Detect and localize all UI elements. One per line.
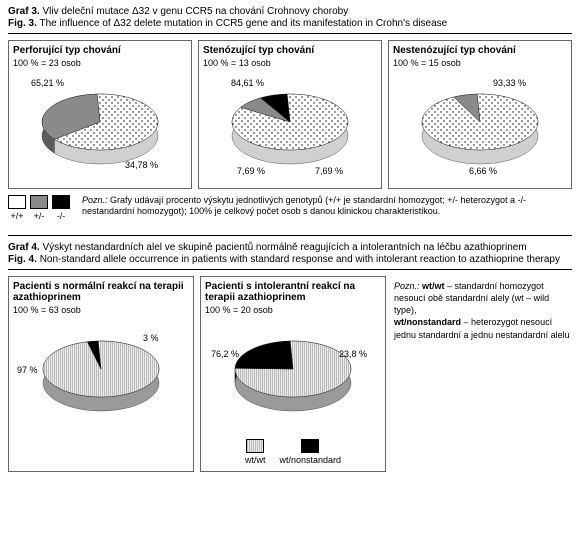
pie-chart: 84,61 % 7,69 % 7,69 %	[203, 72, 377, 182]
chart-title: Pacienti s intolerantní reakcí na terapi…	[205, 281, 381, 303]
pie-chart: 65,21 % 34,78 %	[13, 72, 187, 182]
pct-label: 97 %	[17, 365, 38, 375]
fig3-charts: Perforující typ chování 100 % = 23 osob …	[8, 40, 572, 189]
fig3-note: Pozn.: Grafy udávají procento výskytu je…	[82, 195, 572, 218]
swatch-label: wt/wt	[245, 455, 266, 465]
fig4-note: Pozn.: wt/wt – standardní homozygot neso…	[392, 276, 572, 472]
fig3-chart-0: Perforující typ chování 100 % = 23 osob …	[8, 40, 192, 189]
swatch: -/-	[52, 195, 70, 221]
chart-title: Nestenózující typ chování	[393, 45, 567, 56]
pct-label: 34,78 %	[125, 160, 158, 170]
pct-label: 7,69 %	[237, 166, 265, 176]
pct-label: 23,8 %	[339, 349, 367, 359]
fig3-legend: +/+ +/- -/- Pozn.: Grafy udávají procent…	[8, 195, 572, 221]
pct-label: 93,33 %	[493, 78, 526, 88]
fig4-title-cz: Graf 4. Výskyt nestandardních alel ve sk…	[8, 242, 572, 253]
swatch-box	[301, 439, 319, 453]
fig3-title-en: Fig. 3. The influence of Δ32 delete muta…	[8, 18, 572, 29]
swatch-label: -/-	[57, 211, 66, 221]
fig4-chart-1: Pacienti s intolerantní reakcí na terapi…	[200, 276, 386, 472]
pie-chart: 93,33 % 6,66 %	[393, 72, 567, 182]
swatch-box	[246, 439, 264, 453]
swatch: wt/nonstandard	[279, 439, 341, 465]
pie-chart: 97 % 3 %	[13, 319, 189, 429]
swatch-box	[30, 195, 48, 209]
fig3-title-cz: Graf 3. Vliv deleční mutace Δ32 v genu C…	[8, 6, 572, 17]
swatch-label: wt/nonstandard	[279, 455, 341, 465]
chart-subtitle: 100 % = 63 osob	[13, 305, 189, 315]
chart-title: Perforující typ chování	[13, 45, 187, 56]
fig4-title-en: Fig. 4. Non-standard allele occurrence i…	[8, 254, 572, 265]
pct-label: 76,2 %	[211, 349, 239, 359]
swatch-label: +/+	[10, 211, 23, 221]
divider	[8, 269, 572, 270]
chart-subtitle: 100 % = 20 osob	[205, 305, 381, 315]
divider	[8, 33, 572, 34]
swatch-label: +/-	[34, 211, 45, 221]
figure-4: Graf 4. Výskyt nestandardních alel ve sk…	[8, 242, 572, 472]
chart-subtitle: 100 % = 23 osob	[13, 58, 187, 68]
chart-title: Stenózující typ chování	[203, 45, 377, 56]
fig4-chart-0: Pacienti s normální reakcí na terapii az…	[8, 276, 194, 472]
chart-subtitle: 100 % = 15 osob	[393, 58, 567, 68]
fig4-charts: Pacienti s normální reakcí na terapii az…	[8, 276, 572, 472]
chart-subtitle: 100 % = 13 osob	[203, 58, 377, 68]
chart-title: Pacienti s normální reakcí na terapii az…	[13, 281, 189, 303]
figure-3: Graf 3. Vliv deleční mutace Δ32 v genu C…	[8, 6, 572, 221]
pct-label: 84,61 %	[231, 78, 264, 88]
fig3-chart-2: Nestenózující typ chování 100 % = 15 oso…	[388, 40, 572, 189]
swatch: +/-	[30, 195, 48, 221]
pct-label: 65,21 %	[31, 78, 64, 88]
fig4-swatches: wt/wt wt/nonstandard	[205, 439, 381, 465]
pct-label: 6,66 %	[469, 166, 497, 176]
fig3-swatches: +/+ +/- -/-	[8, 195, 70, 221]
swatch: wt/wt	[245, 439, 266, 465]
pct-label: 7,69 %	[315, 166, 343, 176]
fig3-chart-1: Stenózující typ chování 100 % = 13 osob …	[198, 40, 382, 189]
pct-label: 3 %	[143, 333, 159, 343]
swatch: +/+	[8, 195, 26, 221]
divider	[8, 235, 572, 236]
swatch-box	[8, 195, 26, 209]
pie-chart: 76,2 % 23,8 %	[205, 319, 381, 429]
swatch-box	[52, 195, 70, 209]
